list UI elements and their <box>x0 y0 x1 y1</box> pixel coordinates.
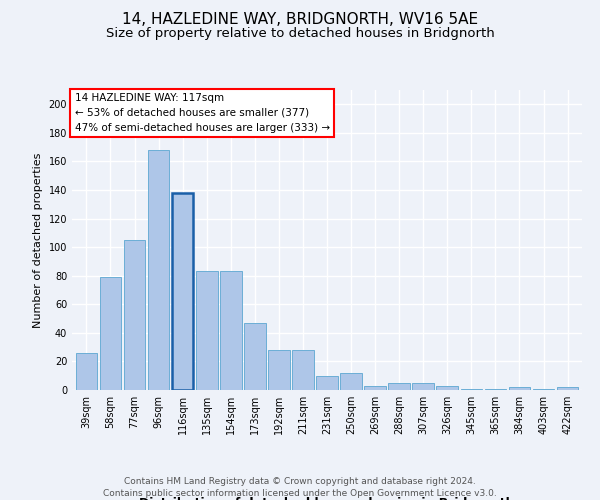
Bar <box>461 388 482 390</box>
Text: 14 HAZLEDINE WAY: 117sqm
← 53% of detached houses are smaller (377)
47% of semi-: 14 HAZLEDINE WAY: 117sqm ← 53% of detach… <box>74 93 329 132</box>
Bar <box>557 387 578 390</box>
Bar <box>412 383 434 390</box>
Bar <box>509 387 530 390</box>
Bar <box>148 150 169 390</box>
Bar <box>268 350 290 390</box>
Bar <box>388 383 410 390</box>
Bar <box>244 323 266 390</box>
Bar <box>76 353 97 390</box>
Bar <box>436 386 458 390</box>
X-axis label: Distribution of detached houses by size in Bridgnorth: Distribution of detached houses by size … <box>139 496 515 500</box>
Bar <box>220 272 242 390</box>
Bar <box>100 277 121 390</box>
Bar <box>533 388 554 390</box>
Bar <box>172 193 193 390</box>
Bar <box>340 373 362 390</box>
Bar <box>196 272 218 390</box>
Bar <box>364 386 386 390</box>
Bar <box>485 388 506 390</box>
Text: 14, HAZLEDINE WAY, BRIDGNORTH, WV16 5AE: 14, HAZLEDINE WAY, BRIDGNORTH, WV16 5AE <box>122 12 478 28</box>
Bar <box>316 376 338 390</box>
Text: Size of property relative to detached houses in Bridgnorth: Size of property relative to detached ho… <box>106 28 494 40</box>
Bar <box>292 350 314 390</box>
Y-axis label: Number of detached properties: Number of detached properties <box>33 152 43 328</box>
Text: Contains HM Land Registry data © Crown copyright and database right 2024.
Contai: Contains HM Land Registry data © Crown c… <box>103 476 497 498</box>
Bar <box>124 240 145 390</box>
